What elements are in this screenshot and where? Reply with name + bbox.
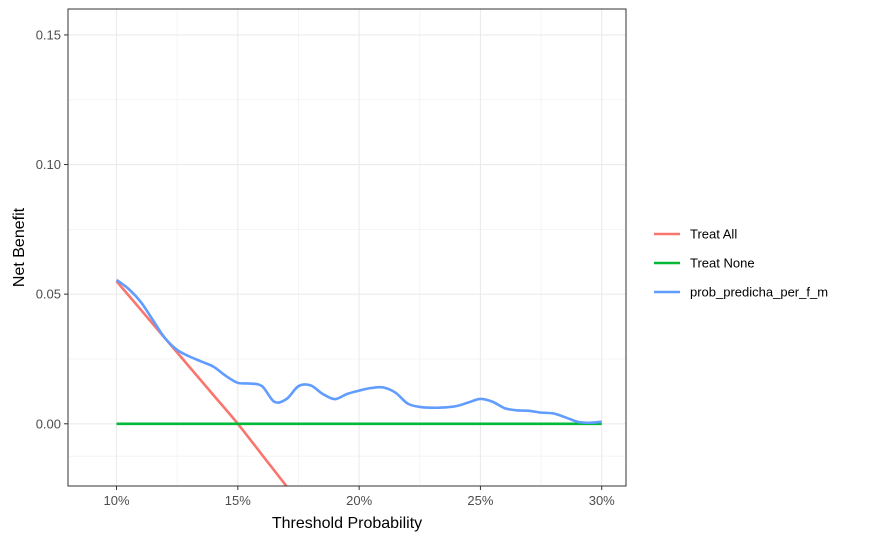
y-tick-label: 0.05 bbox=[36, 287, 61, 302]
minor-grid bbox=[68, 9, 626, 486]
x-tick-label: 30% bbox=[589, 493, 615, 508]
legend-label-prob-predicha-per-f-m: prob_predicha_per_f_m bbox=[690, 285, 828, 300]
x-tick-label: 15% bbox=[225, 493, 251, 508]
y-axis: 0.00 0.05 0.10 0.15 bbox=[36, 27, 68, 431]
legend-label-treat-all: Treat All bbox=[690, 227, 737, 242]
y-tick-label: 0.10 bbox=[36, 157, 61, 172]
plot-panel-border bbox=[67, 8, 627, 487]
series-line-prob-predicha-per-f-m bbox=[115, 278, 602, 425]
legend-label-treat-none: Treat None bbox=[690, 256, 755, 271]
x-tick-label: 10% bbox=[104, 493, 130, 508]
x-tick-label: 20% bbox=[346, 493, 372, 508]
y-tick-label: 0.15 bbox=[36, 27, 61, 42]
y-tick-label: 0.00 bbox=[36, 416, 61, 431]
legend: Treat All Treat None prob_predicha_per_f_m bbox=[654, 227, 828, 300]
series-lines bbox=[115, 278, 602, 486]
series-line-treat-all bbox=[115, 280, 288, 486]
x-axis-title: Threshold Probability bbox=[272, 515, 422, 532]
x-tick-label: 25% bbox=[467, 493, 493, 508]
y-axis-title: Net Benefit bbox=[11, 207, 28, 287]
x-axis: 10% 15% 20% 25% 30% bbox=[104, 486, 615, 508]
